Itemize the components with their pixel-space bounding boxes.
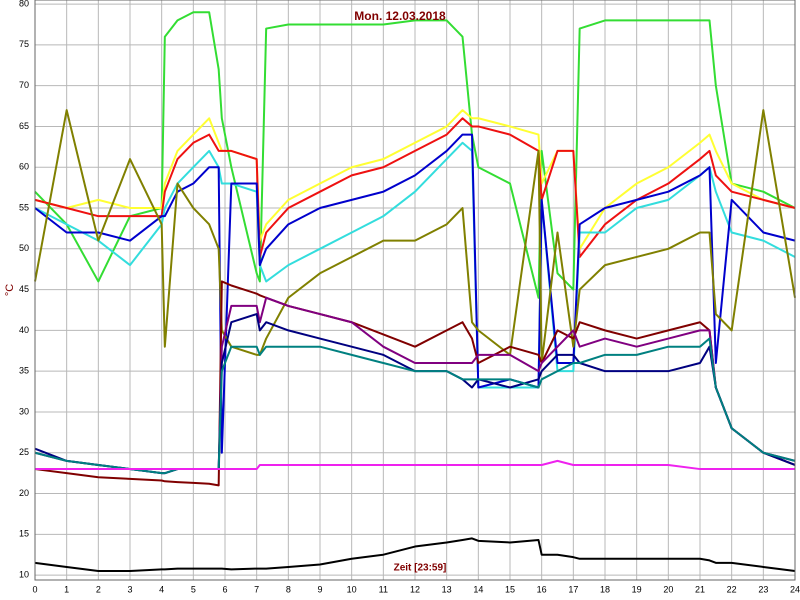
series-line bbox=[35, 459, 795, 471]
y-tick-label: 40 bbox=[19, 325, 29, 335]
x-tick-label: 5 bbox=[191, 584, 196, 594]
series-line bbox=[34, 280, 796, 487]
y-tick-label: 75 bbox=[19, 39, 29, 49]
x-tick-label: 24 bbox=[790, 584, 800, 594]
series-line bbox=[34, 11, 796, 299]
x-tick-label: 18 bbox=[600, 584, 610, 594]
y-tick-label: 60 bbox=[19, 162, 29, 172]
x-tick-label: 0 bbox=[32, 584, 37, 594]
x-tick-label: 1 bbox=[64, 584, 69, 594]
x-tick-label: 23 bbox=[758, 584, 768, 594]
series-line bbox=[34, 117, 796, 258]
x-tick-label: 11 bbox=[379, 584, 388, 594]
y-tick-label: 50 bbox=[19, 243, 29, 253]
y-tick-label: 30 bbox=[19, 406, 29, 416]
x-tick-label: 9 bbox=[317, 584, 322, 594]
x-tick-label: 6 bbox=[222, 584, 227, 594]
y-tick-label: 65 bbox=[19, 121, 29, 131]
y-tick-label: 70 bbox=[19, 80, 29, 90]
x-tick-label: 21 bbox=[695, 584, 705, 594]
x-tick-label: 10 bbox=[347, 584, 357, 594]
y-tick-label: 15 bbox=[19, 529, 29, 539]
x-tick-label: 8 bbox=[286, 584, 291, 594]
y-tick-label: 55 bbox=[19, 202, 29, 212]
series-line bbox=[34, 141, 796, 389]
y-tick-label: 80 bbox=[19, 0, 29, 8]
plot-border bbox=[34, 0, 796, 581]
series-line bbox=[34, 133, 796, 454]
lines bbox=[34, 11, 796, 573]
x-tick-label: 16 bbox=[537, 584, 547, 594]
x-tick-label: 2 bbox=[96, 584, 101, 594]
x-tick-label: 20 bbox=[663, 584, 673, 594]
x-tick-label: 14 bbox=[473, 584, 483, 594]
y-tick-label: 35 bbox=[19, 366, 29, 376]
x-tick-label: 13 bbox=[442, 584, 452, 594]
x-tick-label: 12 bbox=[410, 584, 420, 594]
x-tick-label: 22 bbox=[727, 584, 737, 594]
y-tick-label: 10 bbox=[19, 569, 29, 579]
x-tick-label: 15 bbox=[505, 584, 515, 594]
series-line bbox=[34, 537, 796, 573]
x-tick-label: 4 bbox=[159, 584, 164, 594]
x-tick-label: 19 bbox=[632, 584, 642, 594]
x-tick-label: 3 bbox=[127, 584, 132, 594]
y-tick-label: 20 bbox=[19, 488, 29, 498]
y-tick-label: 45 bbox=[19, 284, 29, 294]
x-tick-label: 17 bbox=[568, 584, 578, 594]
series-line bbox=[34, 109, 796, 365]
y-tick-label: 25 bbox=[19, 447, 29, 457]
y-axis-label: °C bbox=[4, 284, 16, 296]
chart-title: Mon. 12.03.2018 bbox=[354, 9, 446, 23]
series-line bbox=[34, 109, 796, 250]
x-axis-label: Zeit [23:59] bbox=[394, 563, 447, 574]
x-tick-label: 7 bbox=[254, 584, 259, 594]
